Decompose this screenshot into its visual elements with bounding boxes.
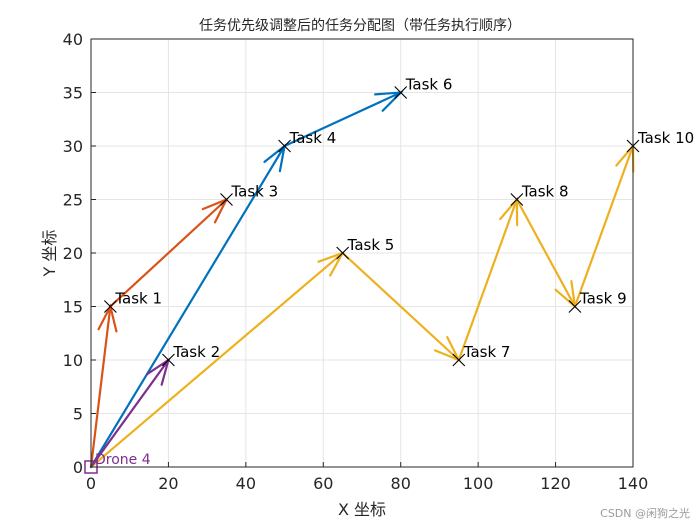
y-tick-label: 10 <box>63 351 83 370</box>
task-marker <box>220 193 233 206</box>
y-tick-label: 40 <box>63 30 83 49</box>
route-segment <box>89 144 286 469</box>
route-segment <box>89 358 170 469</box>
route-segment <box>89 251 344 469</box>
task-label: Task 7 <box>463 343 511 361</box>
x-tick-label: 40 <box>236 474 256 493</box>
axes <box>90 38 634 468</box>
x-tick-label: 120 <box>540 474 571 493</box>
task-marker <box>278 139 291 153</box>
y-tick-label: 35 <box>63 84 83 103</box>
y-tick-label: 5 <box>73 405 83 424</box>
y-axis-title: Y 坐标 <box>40 230 59 278</box>
task-label: Task 4 <box>289 129 337 147</box>
task-markers: Task 1 Task 2 Task 3 Task 4 Task 5 Task 6 Task… <box>84 76 694 474</box>
task-marker <box>394 86 408 99</box>
task-label: Task 10 <box>637 129 694 147</box>
x-tick-label: 60 <box>313 474 333 493</box>
chart-title: 任务优先级调整后的任务分配图（带任务执行顺序） <box>199 18 521 34</box>
route-segment <box>283 91 402 148</box>
task-label: Task 5 <box>347 236 395 254</box>
task-marker <box>103 300 117 313</box>
route-segment <box>515 198 577 308</box>
x-axis-title: X 坐标 <box>338 500 386 519</box>
task-label: Task 3 <box>231 183 279 201</box>
task-label: Task 6 <box>405 76 453 94</box>
task-marker <box>452 353 466 367</box>
route-segment <box>109 198 228 308</box>
task-marker <box>336 246 350 260</box>
task-label: Task 1 <box>114 290 162 308</box>
x-tick-label: 20 <box>158 474 178 493</box>
x-tick-label: 80 <box>391 474 411 493</box>
route-segment <box>89 305 112 469</box>
route-segment <box>341 251 460 362</box>
y-tick-label: 20 <box>63 244 83 263</box>
x-tick-label: 0 <box>86 474 96 493</box>
route-lines <box>89 91 635 469</box>
y-tick-label: 30 <box>63 137 83 156</box>
route-segment <box>457 198 518 362</box>
route-segment <box>573 144 635 308</box>
watermark-text: CSDN @闲狗之光 <box>600 506 690 520</box>
task-label: Task 2 <box>172 343 220 361</box>
task-marker <box>162 353 175 367</box>
y-tick-label: 15 <box>63 298 83 317</box>
task-marker <box>568 300 582 313</box>
task-label: Task 9 <box>579 290 627 308</box>
y-tick-label: 25 <box>63 191 83 210</box>
x-tick-label: 140 <box>618 474 649 493</box>
x-tick-label: 100 <box>463 474 494 493</box>
task-label: Task 8 <box>521 183 569 201</box>
drone-label: Drone 4 <box>95 452 151 468</box>
y-tick-label: 0 <box>73 458 83 477</box>
task-marker <box>510 193 524 206</box>
tick-labels: 0 20 40 60 80 100 120 140 0 5 10 15 20 25 30 35 40 <box>63 30 649 493</box>
